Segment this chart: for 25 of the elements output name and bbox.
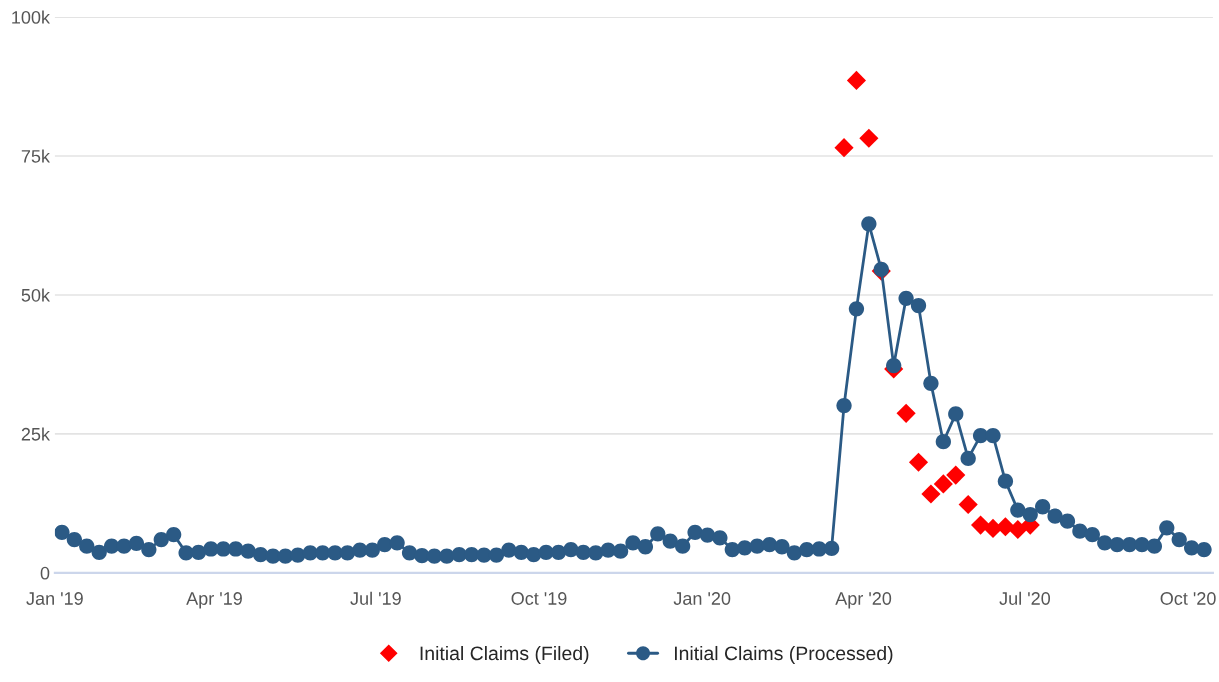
point (859, 128, 879, 148)
point (846, 70, 867, 90)
point (946, 465, 966, 485)
x-tick-label: Apr '20 (835, 592, 892, 609)
x-tick-label: Jul '20 (999, 591, 1051, 605)
point (896, 403, 916, 423)
point (908, 452, 929, 472)
y-tick-label: 25k (21, 427, 51, 441)
point (933, 474, 953, 494)
y-tick-label: 100k (12, 10, 51, 24)
x-tick-label: Jan '19 (26, 592, 83, 605)
legend-label: Initial Claims (Processed) (674, 645, 893, 665)
x-tick-label: Oct '19 (511, 592, 567, 605)
x-tick-label: Oct '20 (1160, 592, 1216, 605)
point (921, 484, 941, 504)
legend-label: Initial Claims (Filed) (420, 645, 589, 665)
point (1008, 519, 1028, 540)
x-tick-label: Jul '19 (350, 591, 401, 605)
y-tick-label: 0 (40, 566, 50, 580)
y-tick-label: 75k (21, 149, 51, 163)
point (834, 138, 854, 158)
x-tick-label: Jan '20 (673, 592, 731, 605)
point (958, 494, 978, 515)
y-tick-label: 50k (21, 288, 51, 302)
x-tick-label: Apr '19 (186, 592, 242, 609)
